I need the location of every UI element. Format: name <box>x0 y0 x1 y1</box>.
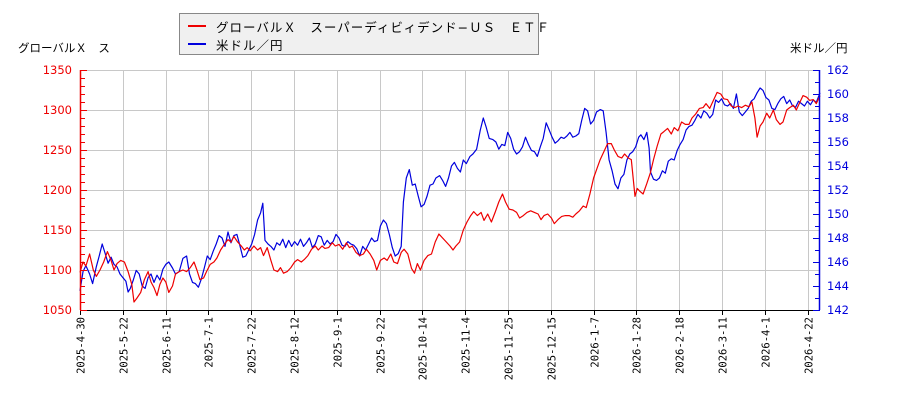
right-tick-label: 152 <box>827 183 849 197</box>
right-tick-label: 144 <box>827 279 849 293</box>
x-tick-label: 2026-4-22 <box>804 317 816 374</box>
x-tick-label: 2025-9-1 <box>333 317 345 368</box>
series-layer <box>79 87 821 303</box>
x-tick-label: 2026-1-7 <box>590 317 602 368</box>
x-tick-label: 2025-7-1 <box>204 317 216 368</box>
x-tick-label: 2025-7-22 <box>247 317 259 374</box>
x-tick-label: 2026-3-11 <box>718 317 730 374</box>
right-tick-label: 142 <box>827 303 849 317</box>
x-tick-label: 2025-9-22 <box>376 317 388 374</box>
right-tick-label: 158 <box>827 111 849 125</box>
grid-lines <box>80 70 820 310</box>
right-tick-label: 150 <box>827 207 849 221</box>
left-tick-label: 1050 <box>43 303 72 317</box>
usdjpy-line <box>79 87 821 293</box>
legend-swatch-red <box>188 25 206 27</box>
left-tick-label: 1150 <box>43 223 72 237</box>
left-tick-label: 1200 <box>43 183 72 197</box>
legend-label-etf: グローバルＸ スーパーディビィデンド−ＵＳ ＥＴＦ <box>216 19 551 35</box>
legend-label-usdjpy: 米ドル／円 <box>216 37 284 53</box>
x-tick-label: 2025-4-30 <box>76 317 88 374</box>
left-tick-label: 1250 <box>43 143 72 157</box>
left-tick-label: 1100 <box>43 263 72 277</box>
x-tick-label: 2025-11-25 <box>504 317 516 380</box>
right-tick-label: 148 <box>827 231 849 245</box>
x-tick-label: 2025-8-12 <box>290 317 302 374</box>
etf-price-line <box>79 91 821 303</box>
left-tick-label: 1350 <box>43 63 72 77</box>
x-tick-label: 2026-2-18 <box>675 317 687 374</box>
x-tick-label: 2026-4-1 <box>761 317 773 368</box>
right-tick-label: 154 <box>827 159 849 173</box>
legend-item-usdjpy[interactable]: 米ドル／円 <box>188 35 284 53</box>
right-tick-label: 156 <box>827 135 849 149</box>
x-tick-label: 2025-12-15 <box>547 317 559 380</box>
x-tick-label: 2025-11-4 <box>461 317 473 374</box>
legend: グローバルＸ スーパーディビィデンド−ＵＳ ＥＴＦ 米ドル／円 <box>179 13 549 55</box>
x-tick-label: 2025-6-11 <box>162 317 174 374</box>
right-tick-label: 162 <box>827 63 849 77</box>
x-tick-label: 2026-1-28 <box>632 317 644 374</box>
right-axis-title: 米ドル／円 <box>790 41 848 55</box>
right-tick-label: 160 <box>827 87 849 101</box>
left-axis-title: グローバルＸ ス <box>18 41 110 55</box>
x-tick-label: 2025-5-22 <box>119 317 131 374</box>
legend-item-etf[interactable]: グローバルＸ スーパーディビィデンド−ＵＳ ＥＴＦ <box>188 17 550 35</box>
right-tick-label: 146 <box>827 255 849 269</box>
x-tick-label: 2025-10-14 <box>418 317 430 380</box>
axes: 2025-4-30 2025-5-22 2025-6-11 2025-7-1 2025-… <box>43 63 849 380</box>
legend-swatch-blue <box>188 43 206 45</box>
left-tick-label: 1300 <box>43 103 72 117</box>
